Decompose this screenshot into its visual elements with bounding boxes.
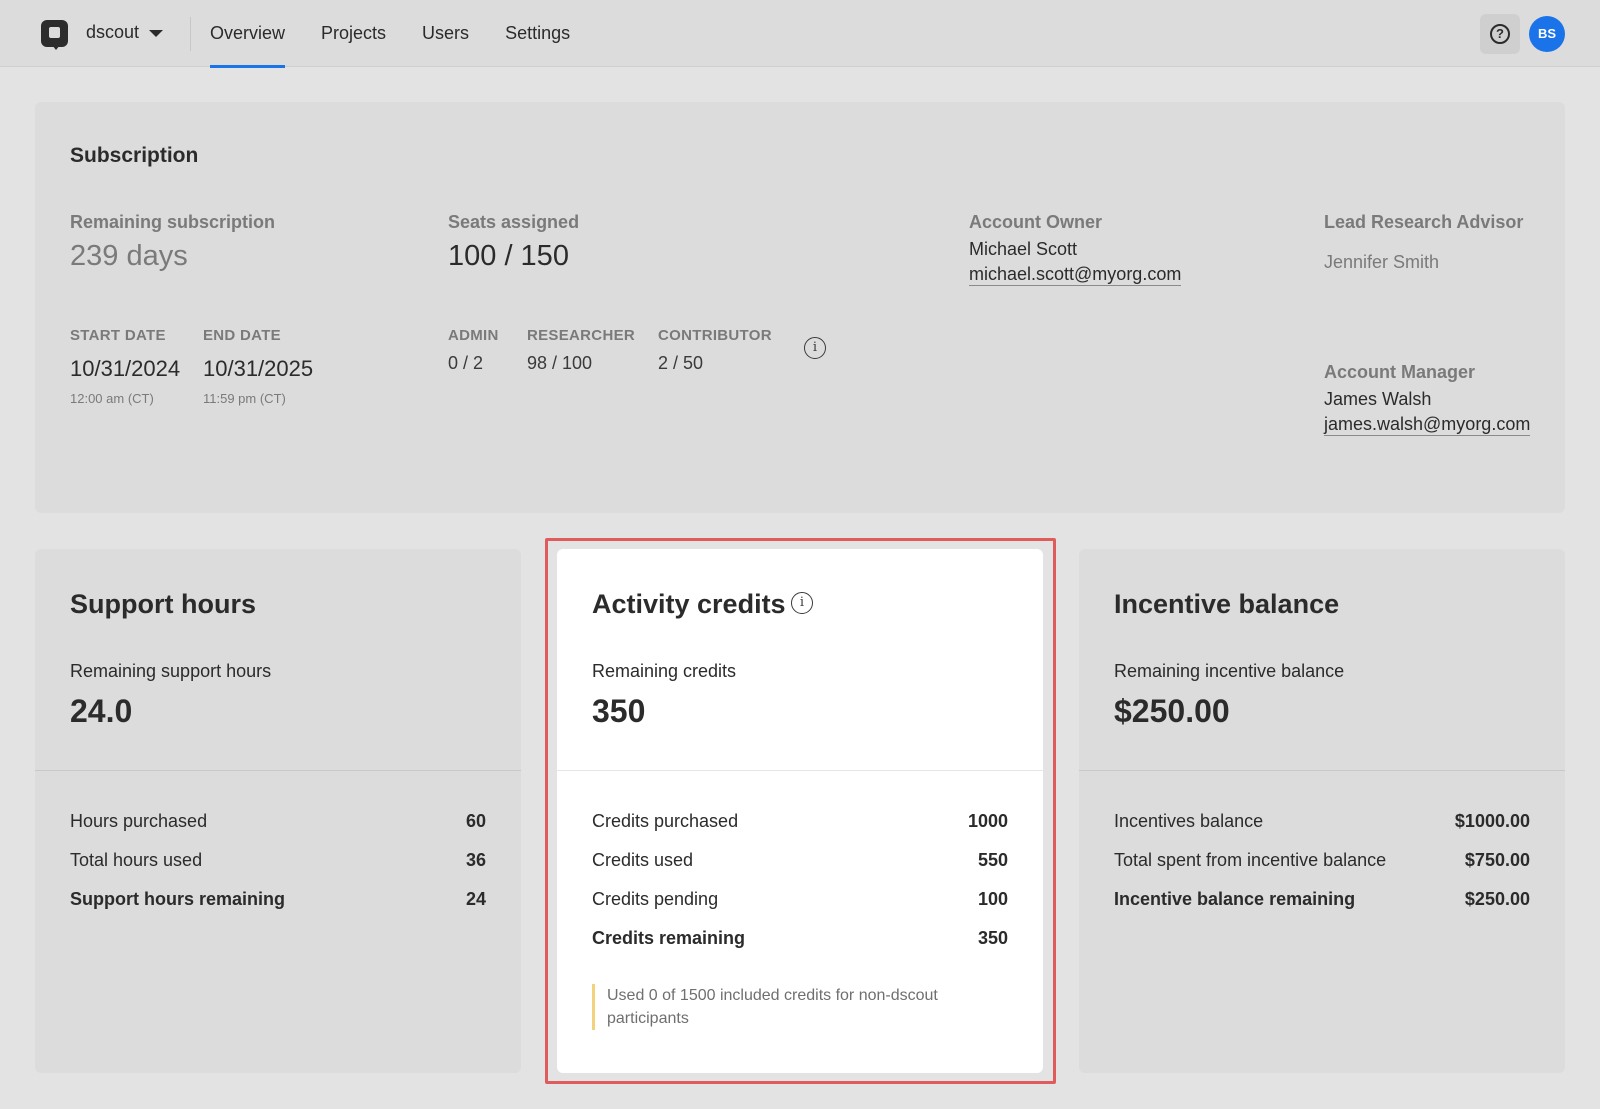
row-value: 550 <box>977 850 1008 870</box>
nav-tab-settings[interactable]: Settings <box>505 23 571 43</box>
top-nav-bar: dscout Overview Projects Users Settings … <box>0 0 1600 68</box>
remaining-incentive-value: $250.00 <box>1114 693 1230 729</box>
row-label: Credits purchased <box>592 811 739 831</box>
nav-divider <box>190 17 191 51</box>
list-item: Support hours remaining 24 <box>70 889 486 910</box>
main-nav: Overview Projects Users Settings <box>210 0 606 68</box>
list-item: Total hours used 36 <box>70 850 486 871</box>
remaining-credits-value: 350 <box>592 693 646 729</box>
account-manager-name: James Walsh <box>1324 389 1432 409</box>
remaining-support-hours-value: 24.0 <box>70 693 133 729</box>
activity-credits-highlight <box>545 538 1056 1084</box>
start-date-label: START DATE <box>70 327 166 344</box>
row-value: 100 <box>977 889 1008 909</box>
card-divider <box>1079 770 1565 771</box>
remaining-subscription-value: 239 days <box>70 240 188 272</box>
activity-credits-info-icon[interactable]: i <box>791 592 813 614</box>
row-label: Credits remaining <box>592 928 746 948</box>
start-date-value: 10/31/2024 <box>70 356 181 381</box>
role-researcher-label: RESEARCHER <box>527 327 636 344</box>
start-time-value: 12:00 am (CT) <box>70 391 154 406</box>
dscout-logo-icon[interactable] <box>41 20 68 50</box>
nav-tab-overview[interactable]: Overview <box>210 0 286 68</box>
org-switcher[interactable]: dscout <box>86 22 164 43</box>
incentive-balance-title: Incentive balance <box>1114 589 1340 619</box>
row-label: Incentive balance remaining <box>1114 889 1356 909</box>
support-hours-title: Support hours <box>70 589 256 619</box>
remaining-support-hours-label: Remaining support hours <box>70 661 272 681</box>
role-researcher-value: 98 / 100 <box>527 353 593 373</box>
row-label: Hours purchased <box>70 811 208 831</box>
org-name: dscout <box>86 22 140 42</box>
card-divider <box>35 770 521 771</box>
row-label: Credits used <box>592 850 694 870</box>
incentive-balance-card: Incentive balance Remaining incentive ba… <box>1079 549 1565 1073</box>
seats-info-icon[interactable]: i <box>804 337 826 359</box>
row-value: 36 <box>465 850 486 870</box>
role-admin-label: ADMIN <box>448 327 499 344</box>
role-contributor-value: 2 / 50 <box>658 353 704 373</box>
activity-credits-title: Activity credits <box>592 589 786 619</box>
row-value: 60 <box>465 811 486 831</box>
list-item: Credits used 550 <box>592 850 1008 871</box>
help-circle-icon: ? <box>1490 24 1510 44</box>
role-contributor-label: CONTRIBUTOR <box>658 327 772 344</box>
subscription-title: Subscription <box>70 144 199 167</box>
help-button[interactable]: ? <box>1480 14 1520 54</box>
row-value: 1000 <box>967 811 1008 831</box>
remaining-credits-label: Remaining credits <box>592 661 737 681</box>
row-label: Total spent from incentive balance <box>1114 850 1387 870</box>
lead-advisor-label: Lead Research Advisor <box>1324 212 1524 232</box>
role-admin-value: 0 / 2 <box>448 353 484 373</box>
row-label: Incentives balance <box>1114 811 1264 831</box>
remaining-incentive-label: Remaining incentive balance <box>1114 661 1345 681</box>
end-time-value: 11:59 pm (CT) <box>203 391 286 406</box>
activity-credits-card: Activity credits i Remaining credits 350… <box>557 549 1043 1073</box>
list-item: Credits pending 100 <box>592 889 1008 910</box>
subscription-card: Subscription Remaining subscription 239 … <box>35 102 1565 513</box>
account-manager-label: Account Manager <box>1324 362 1476 382</box>
row-value: 24 <box>465 889 486 909</box>
remaining-subscription-label: Remaining subscription <box>70 212 276 232</box>
nav-tab-users[interactable]: Users <box>422 23 470 43</box>
card-divider <box>557 770 1043 771</box>
row-value: $250.00 <box>1464 889 1530 909</box>
list-item: Credits remaining 350 <box>592 928 1008 949</box>
caret-down-icon <box>149 29 164 37</box>
seats-assigned-label: Seats assigned <box>448 212 580 232</box>
list-item: Hours purchased 60 <box>70 811 486 832</box>
row-value: $1000.00 <box>1454 811 1530 831</box>
seats-assigned-value: 100 / 150 <box>448 240 569 272</box>
row-value: $750.00 <box>1464 850 1530 870</box>
support-hours-card: Support hours Remaining support hours 24… <box>35 549 521 1073</box>
end-date-label: END DATE <box>203 327 281 344</box>
account-owner-email[interactable]: michael.scott@myorg.com <box>969 264 1182 286</box>
row-label: Credits pending <box>592 889 719 909</box>
list-item: Total spent from incentive balance $750.… <box>1114 850 1530 871</box>
credits-note: Used 0 of 1500 included credits for non-… <box>592 984 1008 1030</box>
list-item: Incentives balance $1000.00 <box>1114 811 1530 832</box>
nav-tab-projects[interactable]: Projects <box>321 23 387 43</box>
lead-advisor-name: Jennifer Smith <box>1324 252 1440 272</box>
row-label: Total hours used <box>70 850 203 870</box>
end-date-value: 10/31/2025 <box>203 356 314 381</box>
account-owner-name: Michael Scott <box>969 239 1078 259</box>
row-label: Support hours remaining <box>70 889 286 909</box>
account-owner-label: Account Owner <box>969 212 1103 232</box>
list-item: Credits purchased 1000 <box>592 811 1008 832</box>
list-item: Incentive balance remaining $250.00 <box>1114 889 1530 910</box>
user-avatar[interactable]: BS <box>1529 16 1565 52</box>
account-manager-email[interactable]: james.walsh@myorg.com <box>1324 414 1531 436</box>
row-value: 350 <box>977 928 1008 948</box>
